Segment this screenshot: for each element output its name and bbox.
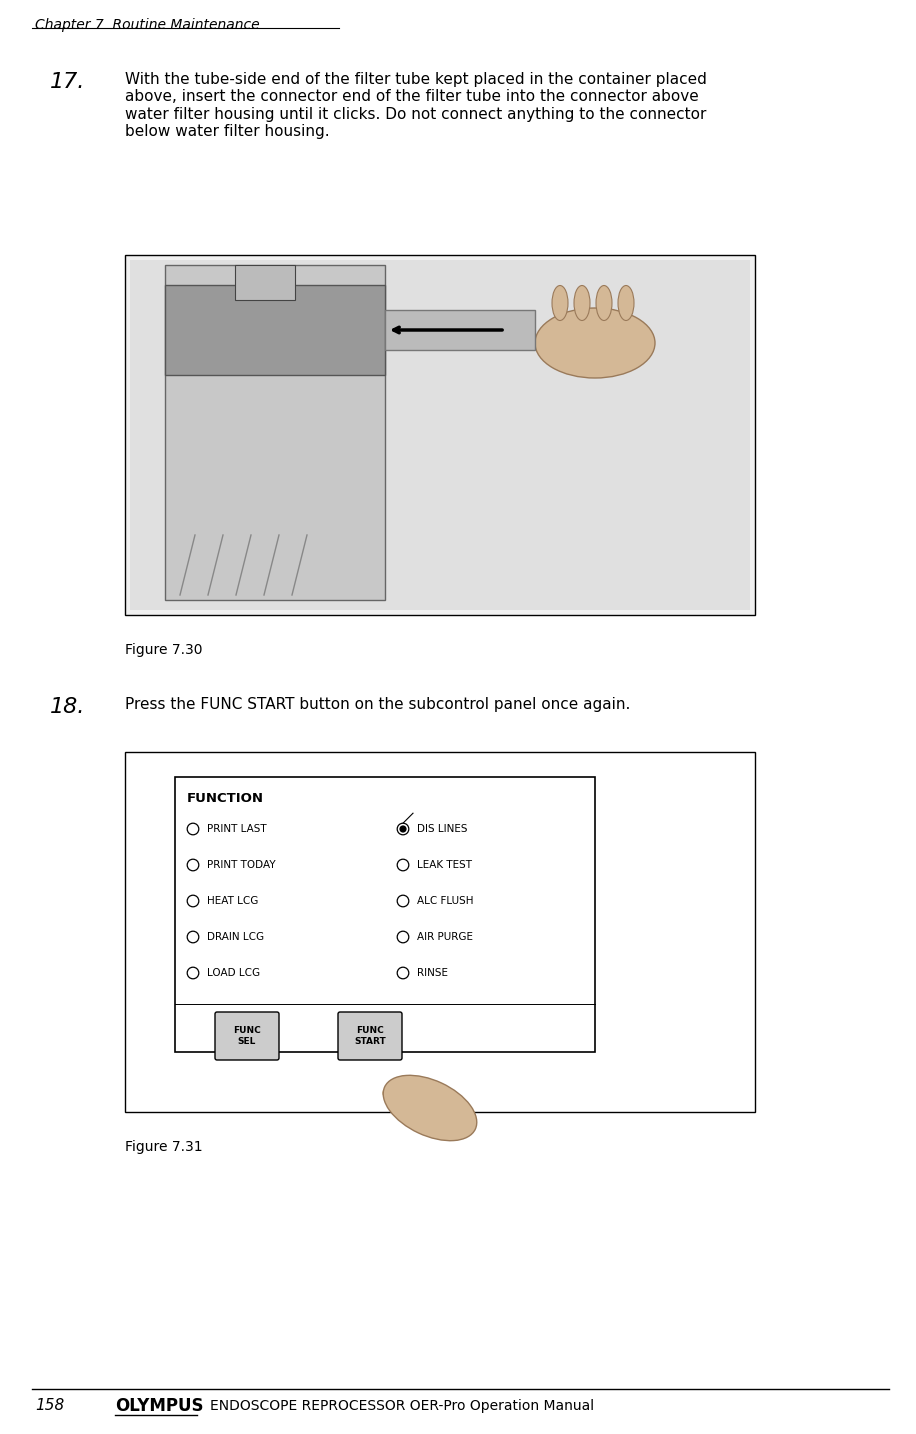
FancyBboxPatch shape (215, 1012, 279, 1060)
Bar (165, 285, 385, 376)
Bar (165, 265, 385, 599)
Text: LOAD LCG: LOAD LCG (207, 968, 260, 978)
Bar (175, 777, 595, 1053)
Text: HEAT LCG: HEAT LCG (207, 896, 258, 906)
Text: RINSE: RINSE (417, 968, 448, 978)
Ellipse shape (552, 285, 568, 321)
FancyArrowPatch shape (387, 1093, 443, 1116)
Bar (125, 751, 755, 1111)
Text: 17.: 17. (50, 72, 85, 92)
Ellipse shape (383, 1076, 477, 1140)
Text: DIS LINES: DIS LINES (417, 825, 467, 835)
Text: DRAIN LCG: DRAIN LCG (207, 932, 264, 942)
Text: 18.: 18. (50, 697, 85, 717)
Ellipse shape (596, 285, 612, 321)
Ellipse shape (535, 308, 655, 379)
Text: ENDOSCOPE REPROCESSOR OER-Pro Operation Manual: ENDOSCOPE REPROCESSOR OER-Pro Operation … (210, 1400, 594, 1412)
Text: LEAK TEST: LEAK TEST (417, 860, 472, 870)
Text: Press the FUNC START button on the subcontrol panel once again.: Press the FUNC START button on the subco… (125, 697, 630, 713)
Bar (385, 310, 535, 350)
Circle shape (400, 826, 406, 832)
Text: PRINT LAST: PRINT LAST (207, 825, 267, 835)
Bar (125, 255, 755, 615)
Ellipse shape (618, 285, 634, 321)
Text: FUNC
START: FUNC START (354, 1025, 386, 1045)
Text: FUNCTION: FUNCTION (187, 792, 264, 804)
Text: Figure 7.30: Figure 7.30 (125, 642, 202, 657)
Text: AIR PURGE: AIR PURGE (417, 932, 473, 942)
Text: Figure 7.31: Figure 7.31 (125, 1140, 202, 1154)
Ellipse shape (574, 285, 590, 321)
Text: ALC FLUSH: ALC FLUSH (417, 896, 474, 906)
Bar (130, 260, 750, 609)
Text: OLYMPUS: OLYMPUS (115, 1397, 203, 1415)
Text: 158: 158 (35, 1398, 64, 1414)
Bar (235, 265, 295, 300)
Text: FUNC
SEL: FUNC SEL (234, 1025, 261, 1045)
Text: Chapter 7  Routine Maintenance: Chapter 7 Routine Maintenance (35, 19, 259, 32)
Text: With the tube-side end of the filter tube kept placed in the container placed
ab: With the tube-side end of the filter tub… (125, 72, 707, 139)
Text: PRINT TODAY: PRINT TODAY (207, 860, 276, 870)
FancyBboxPatch shape (338, 1012, 402, 1060)
